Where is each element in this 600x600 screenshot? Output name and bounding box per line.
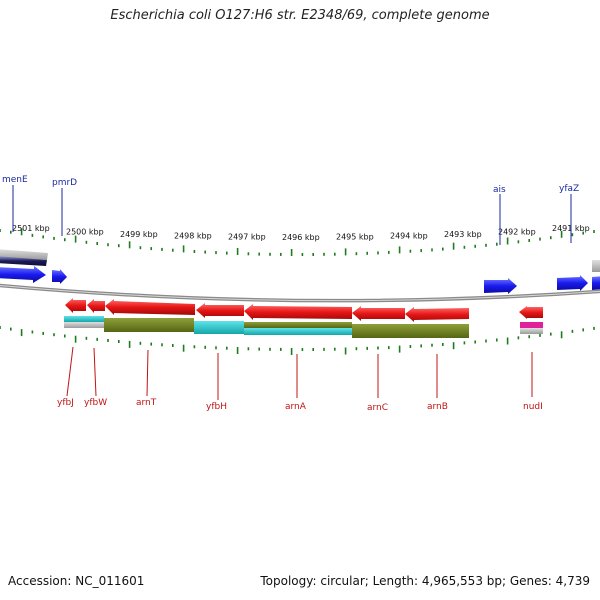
kbp-scale-labels: 2501 kbp 2500 kbp 2499 kbp 2498 kbp 2497 kbp… <box>12 224 590 242</box>
feature-menE-region[interactable] <box>0 249 48 266</box>
accession-text: Accession: NC_011601 <box>8 574 145 588</box>
feature-bands <box>64 316 543 338</box>
band-cyan-arnA[interactable] <box>244 328 352 335</box>
kbp-label: 2501 kbp <box>12 224 50 233</box>
kbp-label: 2500 kbp <box>66 227 104 236</box>
gene-label-arnT[interactable]: arnT <box>136 398 157 408</box>
gene-arrow-forward-1[interactable] <box>0 266 46 283</box>
scale-tick-ring-outer <box>0 228 595 256</box>
gene-label-pmrD[interactable]: pmrD <box>52 178 77 188</box>
band-magenta-nudI[interactable] <box>520 322 543 328</box>
gene-block-gray-right[interactable] <box>592 260 600 272</box>
gene-arrow-forward-4[interactable] <box>557 275 588 291</box>
band-olive-arnT[interactable] <box>104 318 194 332</box>
reverse-strand-genes <box>65 298 543 322</box>
gene-label-ais[interactable]: ais <box>493 185 506 195</box>
kbp-label: 2493 kbp <box>444 230 482 239</box>
gene-arrow-yfbH[interactable] <box>196 303 244 318</box>
kbp-label: 2498 kbp <box>174 232 212 241</box>
gene-arrow-arnC[interactable] <box>352 306 405 321</box>
band-olive-arnA[interactable] <box>244 322 352 328</box>
kbp-label: 2494 kbp <box>390 232 428 241</box>
scale-tick-ring-inner <box>0 326 595 355</box>
gene-label-yfaZ[interactable]: yfaZ <box>559 184 579 194</box>
gene-label-yfbW[interactable]: yfbW <box>84 398 107 408</box>
gene-arrow-arnB[interactable] <box>405 307 469 322</box>
kbp-label: 2496 kbp <box>282 233 320 242</box>
top-gene-labels: menE pmrD ais yfaZ <box>2 175 579 245</box>
gene-arrow-forward-2[interactable] <box>52 269 67 284</box>
genome-backbone <box>0 283 600 303</box>
gene-arrow-yfbW[interactable] <box>87 299 105 313</box>
gene-label-arnA[interactable]: arnA <box>285 402 307 412</box>
kbp-label: 2492 kbp <box>498 227 536 236</box>
gene-arrow-nudI[interactable] <box>519 306 543 319</box>
forward-strand-genes <box>0 260 600 294</box>
map-title: Escherichia coli O127:H6 str. E2348/69, … <box>110 8 490 23</box>
gene-arrow-yfbJ[interactable] <box>65 298 86 313</box>
gene-label-yfbH[interactable]: yfbH <box>206 402 227 412</box>
bottom-gene-labels: yfbJ yfbW arnT yfbH arnA arnC arnB nudI <box>57 346 543 413</box>
gene-label-yfbJ[interactable]: yfbJ <box>57 398 74 408</box>
band-olive-arnC-arnB[interactable] <box>352 324 469 338</box>
gene-arrow-arnT[interactable] <box>105 299 195 315</box>
genome-summary-text: Topology: circular; Length: 4,965,553 bp… <box>260 574 590 588</box>
gene-arrow-forward-3[interactable] <box>484 278 517 294</box>
gene-arrow-forward-5[interactable] <box>592 276 600 290</box>
kbp-label: 2495 kbp <box>336 233 374 242</box>
band-cyan-yfbH[interactable] <box>194 321 244 334</box>
gene-label-arnC[interactable]: arnC <box>367 403 388 413</box>
band-gray-nudI[interactable] <box>520 328 543 334</box>
gene-label-menE[interactable]: menE <box>2 175 28 185</box>
gene-label-nudI[interactable]: nudI <box>523 402 543 412</box>
kbp-label: 2497 kbp <box>228 233 266 242</box>
gene-label-arnB[interactable]: arnB <box>427 402 448 412</box>
band-gray-yfbJ[interactable] <box>64 322 104 328</box>
band-cyan-yfbJ[interactable] <box>64 316 104 322</box>
gene-arrow-arnA[interactable] <box>244 304 352 320</box>
kbp-label: 2499 kbp <box>120 230 158 239</box>
